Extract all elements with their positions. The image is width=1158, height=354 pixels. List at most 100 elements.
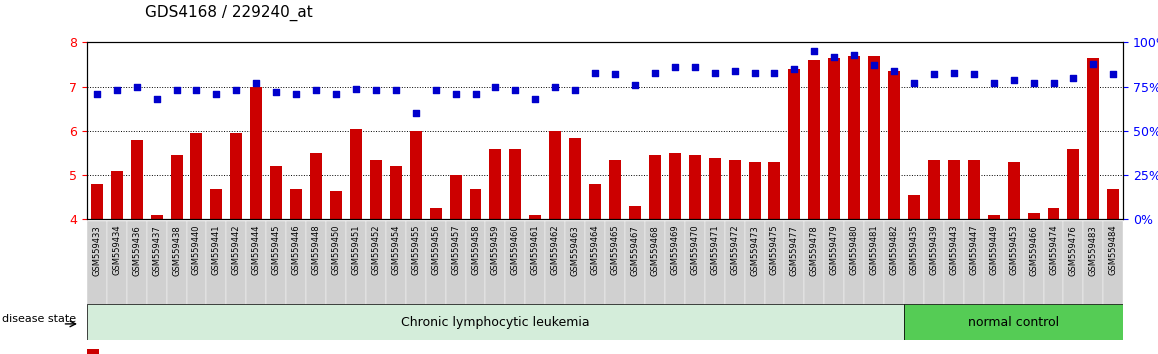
Bar: [606, 221, 625, 338]
Text: GSM559481: GSM559481: [870, 225, 879, 275]
Point: [805, 48, 823, 54]
Bar: [968, 160, 980, 219]
Point: [945, 70, 963, 75]
Bar: [286, 221, 306, 338]
Text: GSM559479: GSM559479: [830, 225, 838, 275]
Bar: [1087, 58, 1099, 219]
Text: GSM559466: GSM559466: [1029, 225, 1038, 275]
Bar: [410, 131, 422, 219]
Bar: [350, 129, 362, 219]
Text: GSM559444: GSM559444: [251, 225, 261, 275]
Text: disease state: disease state: [1, 314, 76, 324]
Bar: [549, 131, 562, 219]
Point: [127, 84, 146, 90]
Text: GSM559458: GSM559458: [471, 225, 481, 275]
Bar: [327, 221, 346, 338]
Bar: [824, 221, 844, 338]
Text: GSM559477: GSM559477: [790, 225, 799, 275]
Bar: [868, 56, 880, 219]
Bar: [131, 140, 142, 219]
Bar: [764, 221, 784, 338]
Point: [865, 63, 884, 68]
Bar: [1048, 209, 1060, 219]
Text: GSM559482: GSM559482: [889, 225, 899, 275]
Bar: [625, 221, 645, 338]
Point: [387, 87, 405, 93]
Bar: [648, 155, 661, 219]
Bar: [844, 221, 864, 338]
Point: [287, 91, 306, 97]
Bar: [310, 153, 322, 219]
Text: GSM559456: GSM559456: [431, 225, 440, 275]
Point: [267, 89, 286, 95]
Point: [506, 87, 525, 93]
Bar: [808, 60, 820, 219]
Point: [625, 82, 644, 88]
Text: GSM559433: GSM559433: [93, 225, 101, 275]
Bar: [1084, 221, 1104, 338]
Bar: [1024, 221, 1043, 338]
Bar: [669, 153, 681, 219]
Bar: [908, 195, 919, 219]
Text: GSM559441: GSM559441: [212, 225, 221, 275]
Bar: [510, 149, 521, 219]
Point: [167, 87, 185, 93]
Point: [586, 70, 604, 75]
Point: [446, 91, 464, 97]
Point: [1045, 80, 1063, 86]
Bar: [1107, 188, 1120, 219]
Text: GSM559475: GSM559475: [770, 225, 779, 275]
Text: GSM559463: GSM559463: [571, 225, 580, 275]
Text: GSM559439: GSM559439: [930, 225, 938, 275]
Text: GSM559436: GSM559436: [132, 225, 141, 275]
Point: [307, 87, 325, 93]
Text: GSM559473: GSM559473: [750, 225, 758, 275]
Bar: [748, 162, 761, 219]
Bar: [848, 56, 860, 219]
Point: [1104, 72, 1122, 77]
Bar: [107, 221, 126, 338]
Bar: [984, 221, 1004, 338]
Bar: [126, 221, 147, 338]
Point: [965, 72, 983, 77]
Bar: [1004, 221, 1024, 338]
Text: GSM559470: GSM559470: [690, 225, 699, 275]
Bar: [928, 160, 940, 219]
Text: Chronic lymphocytic leukemia: Chronic lymphocytic leukemia: [401, 316, 589, 329]
Bar: [805, 221, 824, 338]
Bar: [446, 221, 466, 338]
Point: [904, 80, 923, 86]
Text: GSM559469: GSM559469: [670, 225, 680, 275]
Point: [1084, 61, 1102, 67]
Point: [924, 72, 943, 77]
Point: [765, 70, 784, 75]
Bar: [226, 221, 247, 338]
Bar: [565, 221, 585, 338]
Bar: [789, 69, 800, 219]
Text: GSM559480: GSM559480: [850, 225, 859, 275]
Point: [327, 91, 345, 97]
Text: GSM559445: GSM559445: [272, 225, 280, 275]
Point: [646, 70, 665, 75]
Bar: [529, 215, 541, 219]
Bar: [784, 221, 805, 338]
Bar: [230, 133, 242, 219]
Text: GSM559484: GSM559484: [1109, 225, 1117, 275]
Bar: [247, 221, 266, 338]
Bar: [585, 221, 606, 338]
Bar: [1007, 162, 1020, 219]
Point: [406, 110, 425, 116]
Bar: [1104, 221, 1123, 338]
Bar: [449, 175, 462, 219]
Bar: [629, 206, 640, 219]
Bar: [330, 191, 342, 219]
Text: GSM559461: GSM559461: [530, 225, 540, 275]
Point: [426, 87, 445, 93]
Bar: [709, 158, 720, 219]
Bar: [111, 171, 123, 219]
Bar: [466, 221, 485, 338]
Text: GSM559476: GSM559476: [1069, 225, 1078, 275]
Bar: [485, 221, 505, 338]
Text: GSM559449: GSM559449: [989, 225, 998, 275]
Bar: [1043, 221, 1063, 338]
